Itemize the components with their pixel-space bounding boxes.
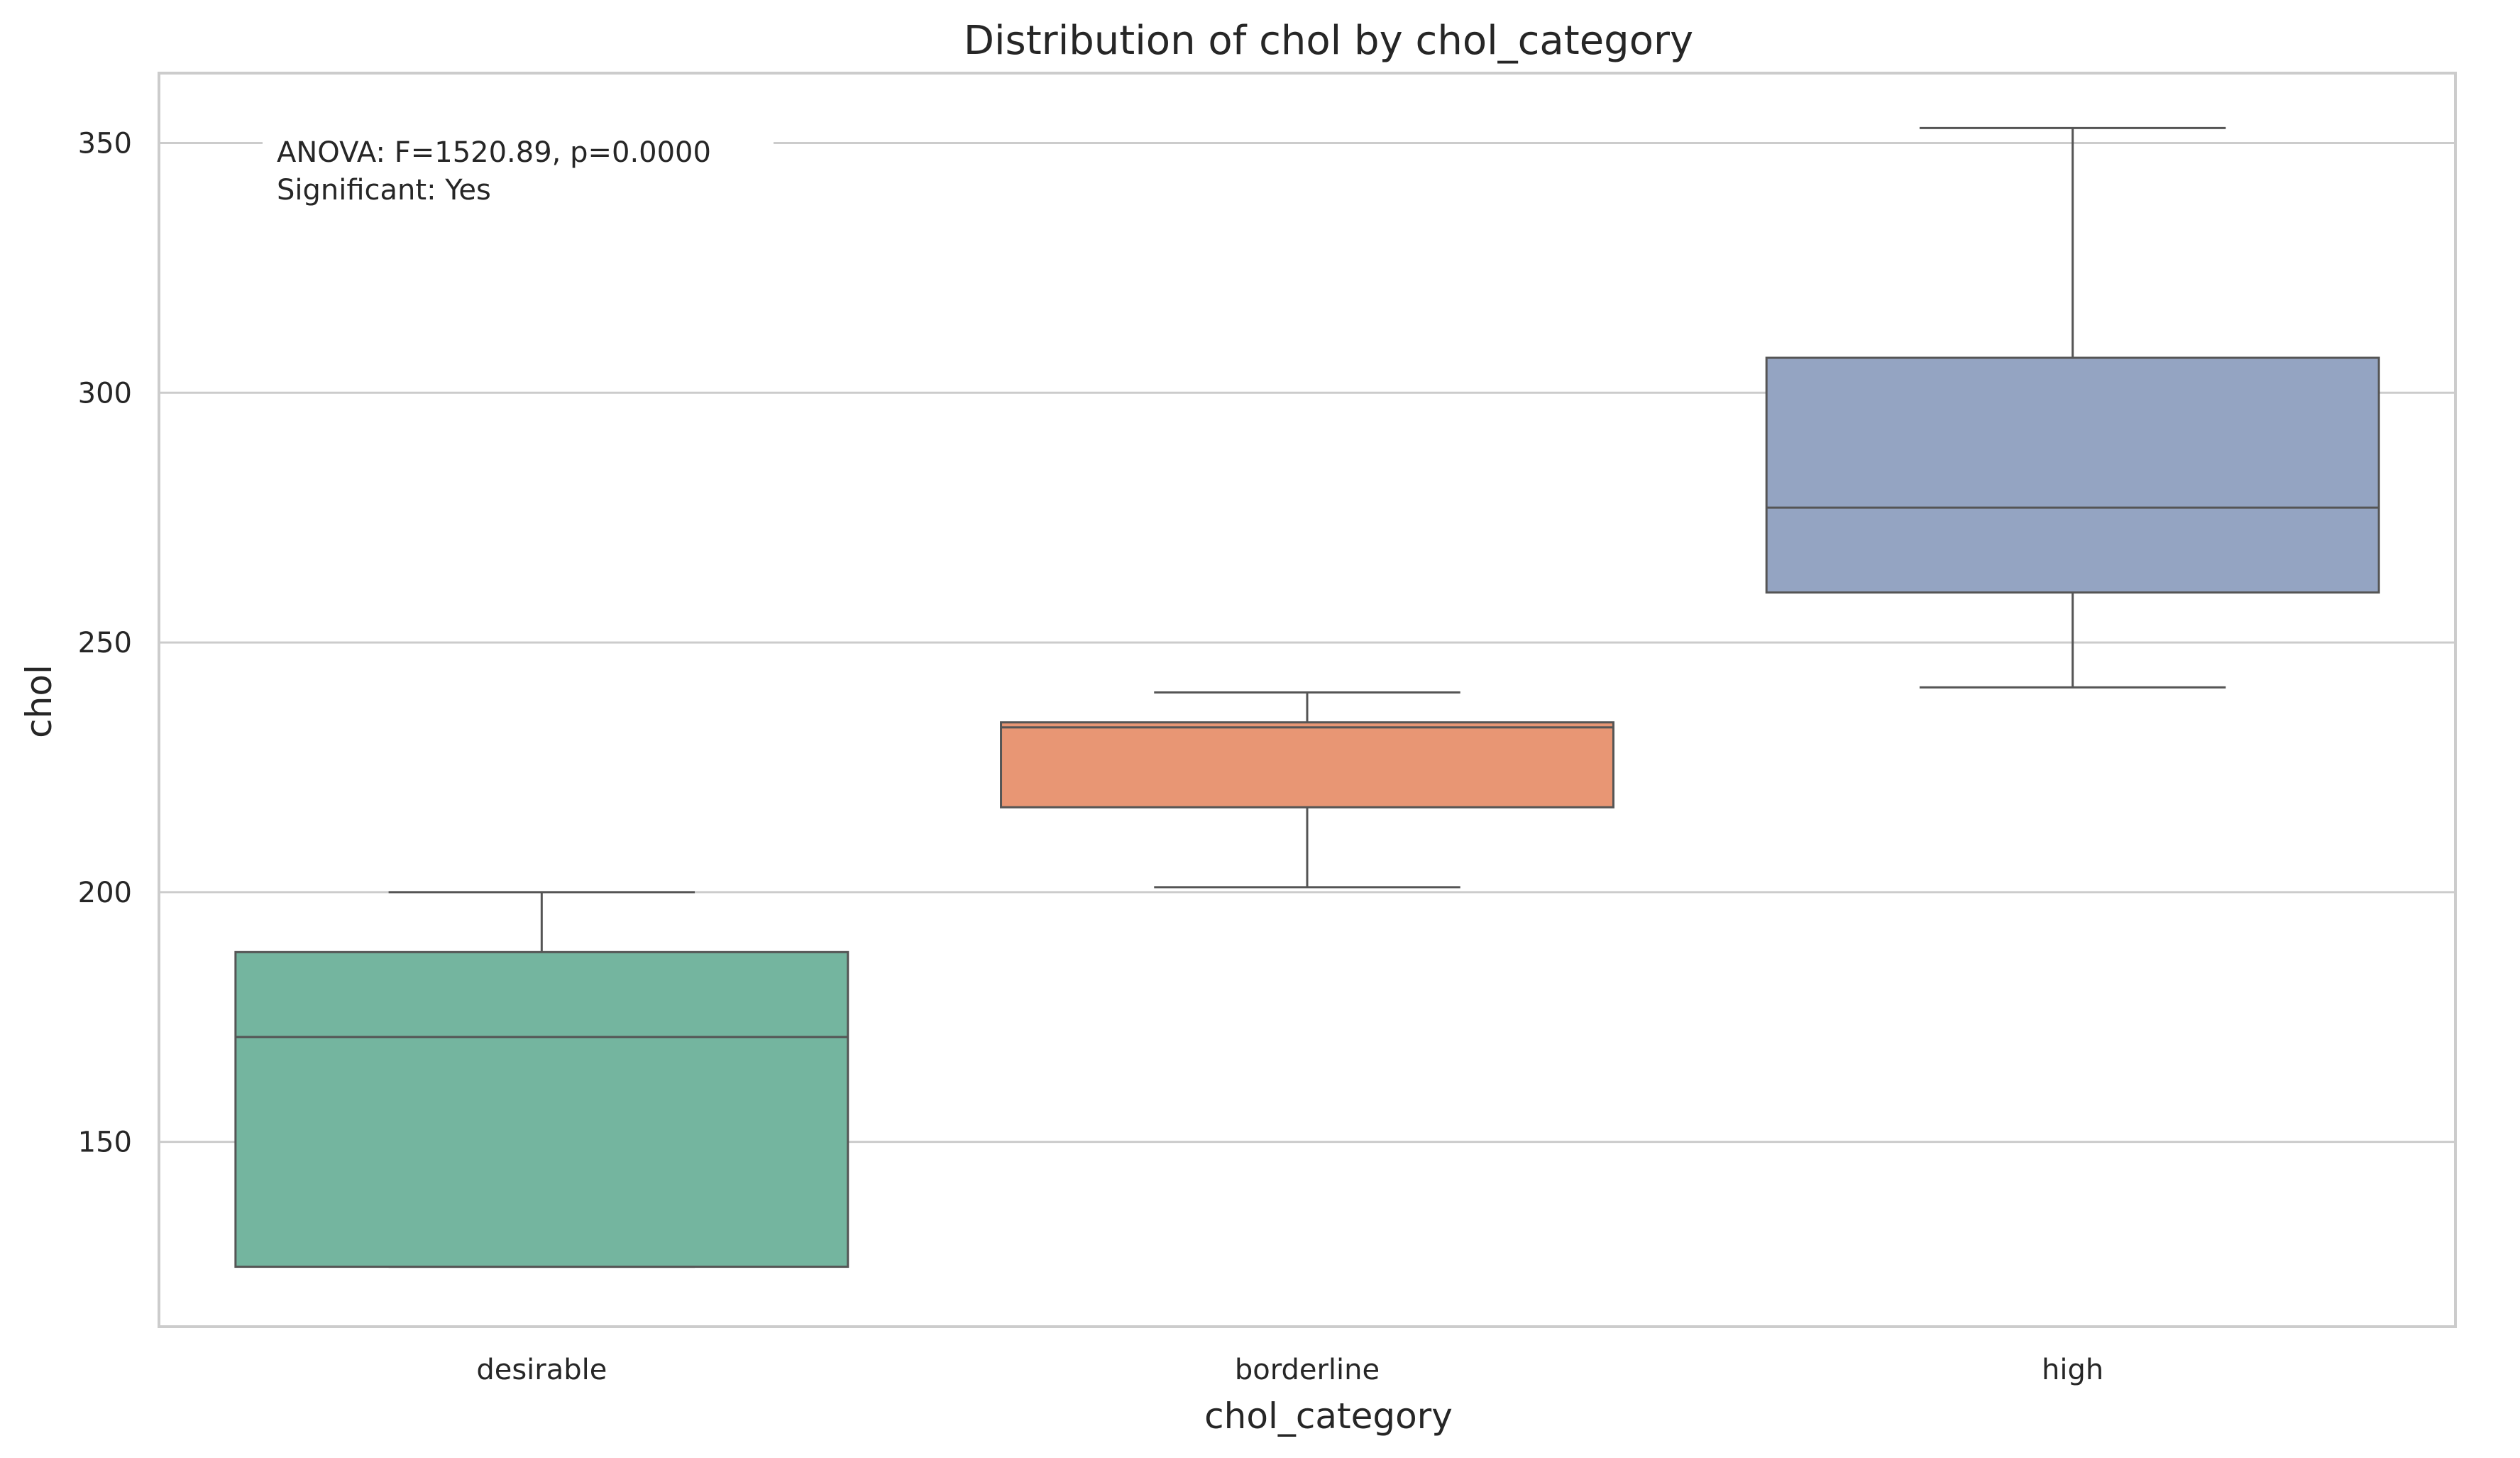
box-high bbox=[1765, 126, 2380, 689]
y-axis-label: chol bbox=[18, 664, 60, 738]
x-tick-label-desirable: desirable bbox=[476, 1354, 607, 1386]
x-axis-label: chol_category bbox=[1204, 1396, 1453, 1437]
anova-annotation: ANOVA: F=1520.89, p=0.0000 Significant: … bbox=[263, 126, 774, 209]
iqr-box-high bbox=[1765, 356, 2380, 594]
y-tick-label-200: 200 bbox=[78, 877, 132, 909]
box-borderline bbox=[1000, 691, 1614, 889]
x-tick-label-high: high bbox=[2042, 1354, 2103, 1386]
y-axis-ticks: 150 200 250 300 350 bbox=[78, 128, 132, 1159]
iqr-box-desirable bbox=[234, 950, 849, 1268]
annotation-background bbox=[263, 126, 774, 209]
y-tick-label-300: 300 bbox=[78, 377, 132, 410]
x-axis-ticks: desirable borderline high bbox=[476, 1354, 2103, 1386]
chart-title: Distribution of chol by chol_category bbox=[964, 18, 1693, 64]
annotation-line-2: Significant: Yes bbox=[277, 174, 491, 207]
box-series bbox=[234, 126, 2380, 1268]
annotation-line-1: ANOVA: F=1520.89, p=0.0000 bbox=[277, 136, 711, 169]
box-desirable bbox=[234, 891, 849, 1268]
y-tick-label-150: 150 bbox=[78, 1127, 132, 1159]
y-tick-label-350: 350 bbox=[78, 128, 132, 160]
y-tick-label-250: 250 bbox=[78, 627, 132, 659]
x-tick-label-borderline: borderline bbox=[1235, 1354, 1380, 1386]
iqr-box-borderline bbox=[1000, 721, 1614, 809]
